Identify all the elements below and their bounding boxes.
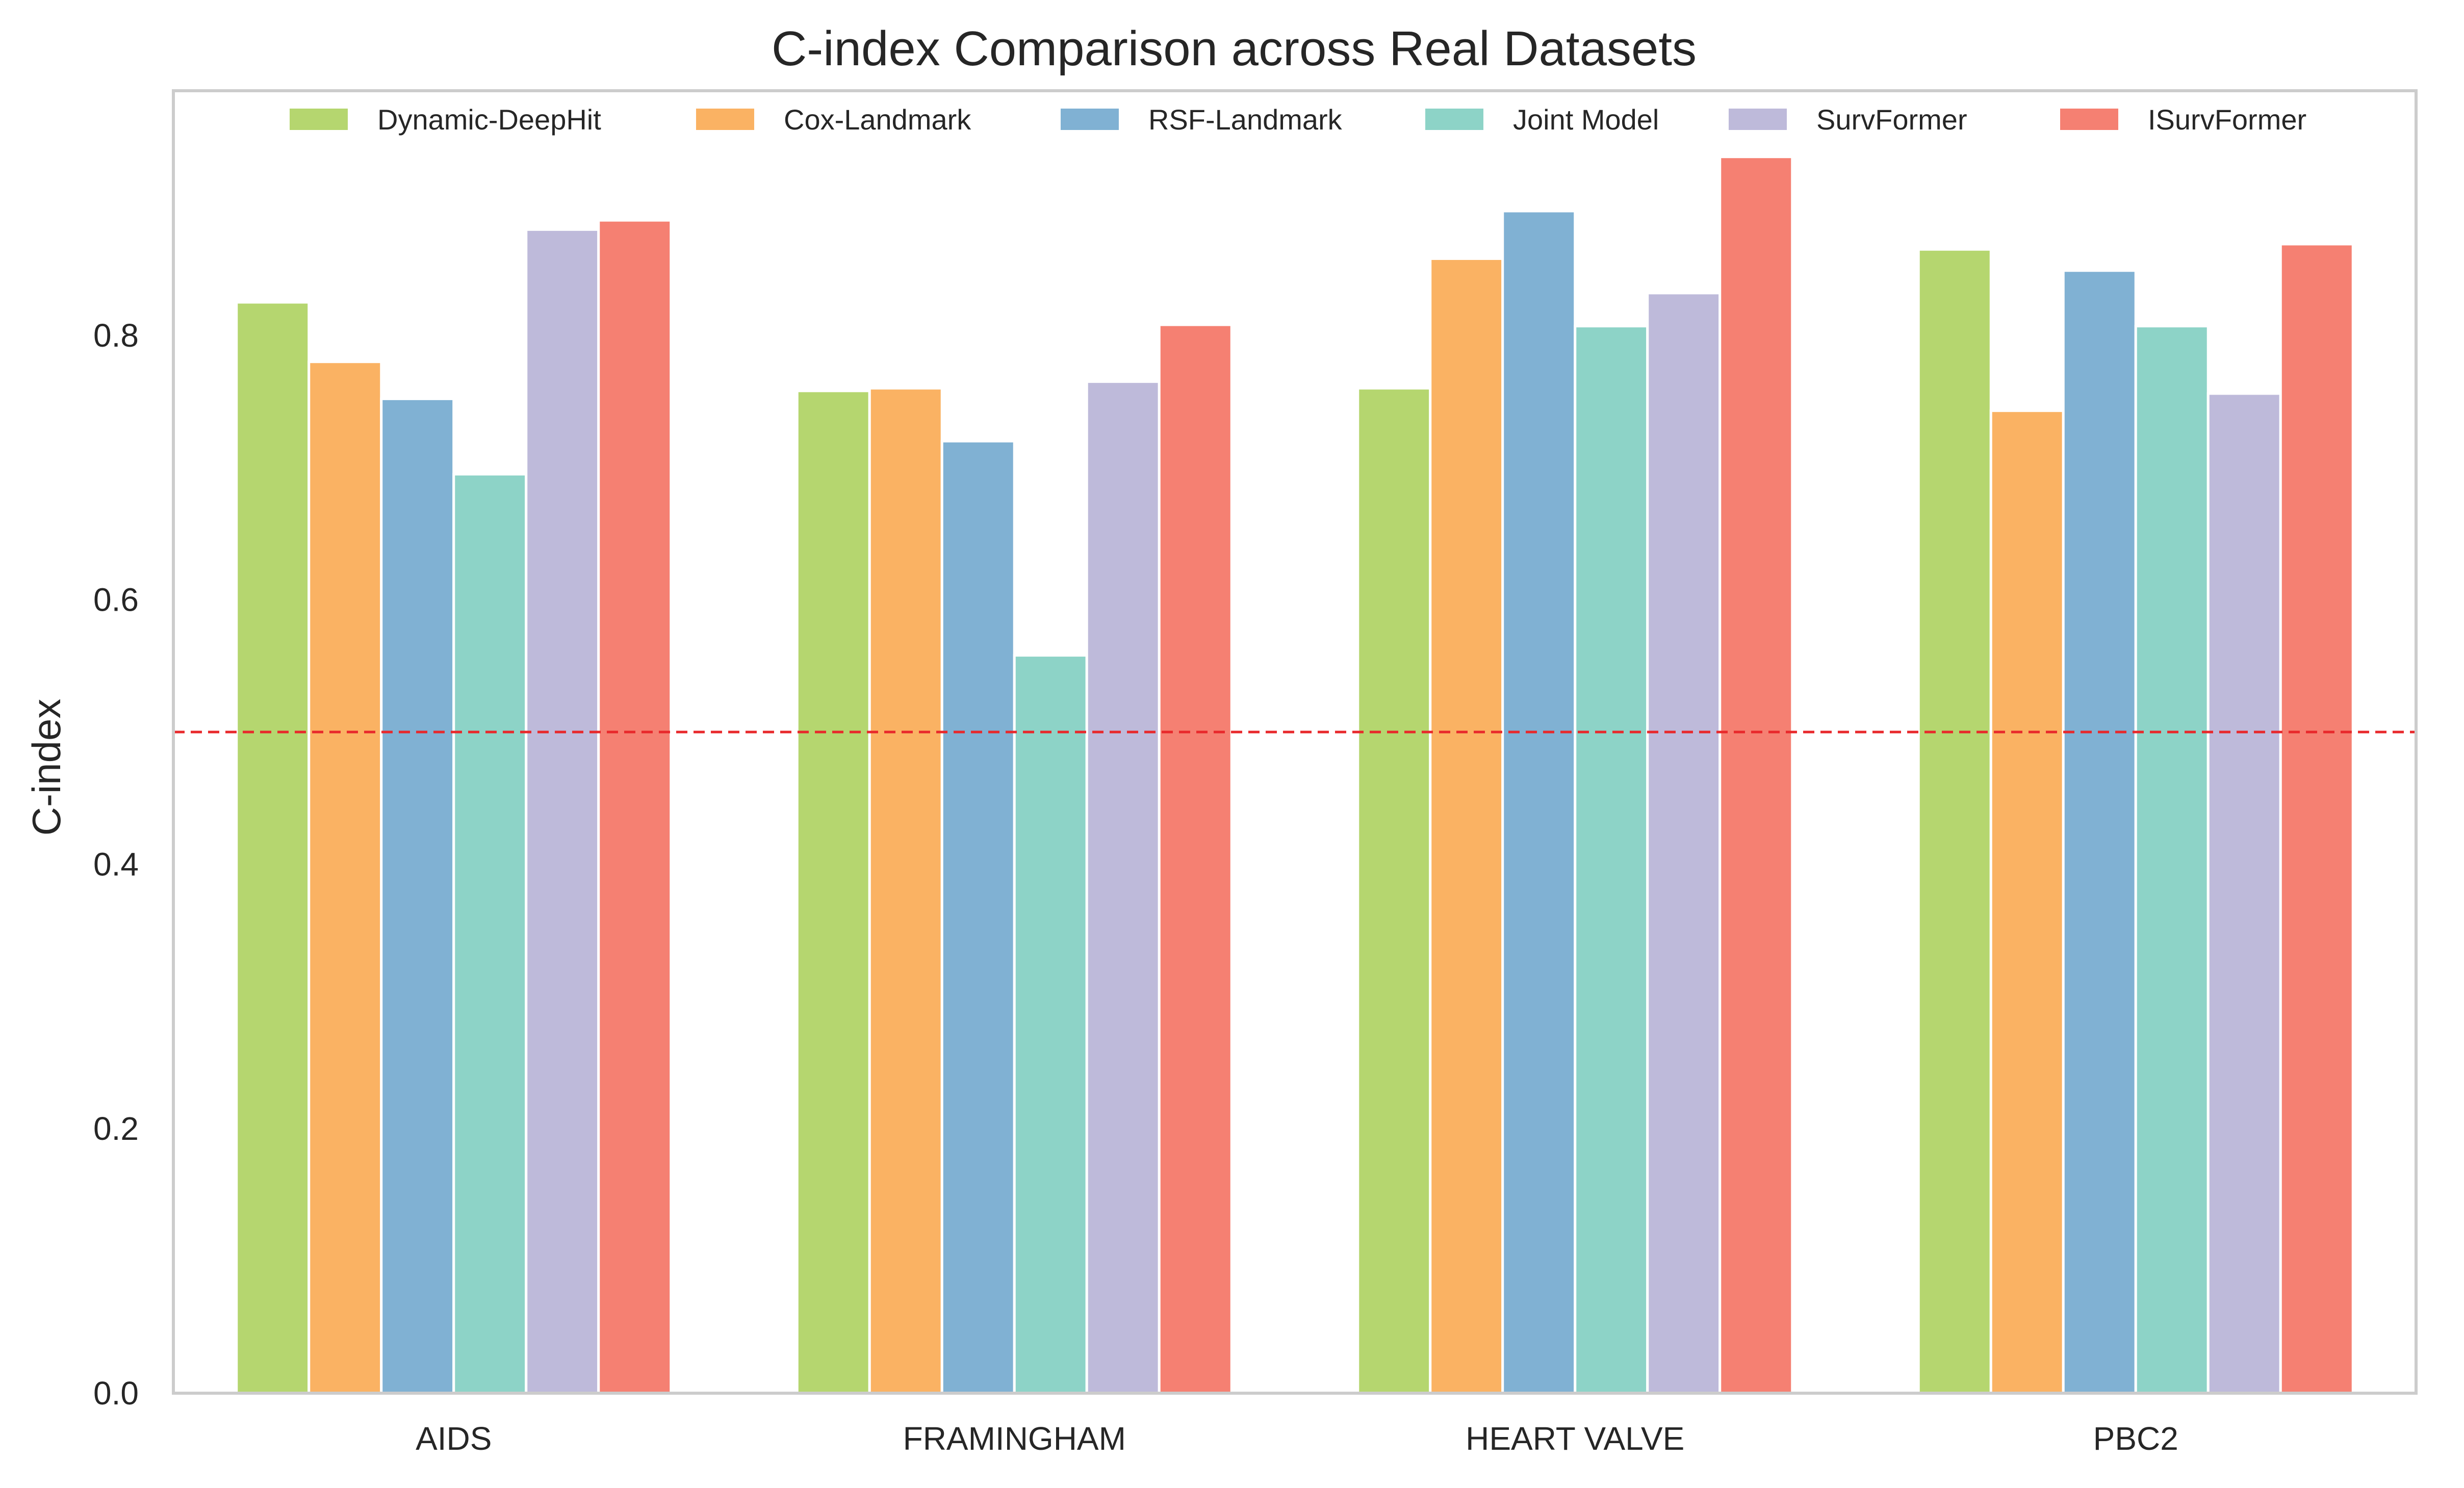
x-tick-label: FRAMINGHAM (903, 1420, 1126, 1457)
bar-joint-model-pbc2 (2134, 325, 2210, 1395)
x-axis: AIDS FRAMINGHAM HEART VALVE PBC2 (416, 1420, 2178, 1457)
bar-rsf-landmark-aids (380, 397, 455, 1395)
legend-label: ISurvFormer (2148, 103, 2306, 136)
legend-label: Dynamic-DeepHit (377, 103, 601, 136)
bar-joint-model-heart-valve (1574, 325, 1649, 1395)
legend-label: RSF-Landmark (1148, 103, 1343, 136)
x-tick-label: AIDS (416, 1420, 492, 1457)
legend-swatch (696, 109, 754, 130)
bar-cox-landmark-aids (307, 360, 383, 1395)
bar-rsf-landmark-pbc2 (2062, 269, 2137, 1395)
y-tick-label: 0.8 (93, 317, 139, 354)
bar-joint-model-framingham (1013, 654, 1088, 1395)
legend-swatch (1425, 109, 1483, 130)
bar-survformer-framingham (1085, 380, 1161, 1395)
legend-label: Joint Model (1513, 103, 1659, 136)
bar-rsf-landmark-heart-valve (1501, 210, 1577, 1395)
bar-rsf-landmark-framingham (940, 439, 1016, 1395)
y-axis-label: C-index (24, 699, 69, 836)
y-axis: 0.0 0.2 0.4 0.6 0.8 (93, 317, 139, 1412)
legend: Dynamic-DeepHit Cox-Landmark RSF-Landmark J… (290, 103, 2306, 136)
bar-dynamic-deephit-heart-valve (1356, 387, 1432, 1395)
y-tick-label: 0.6 (93, 582, 139, 618)
x-tick-label: PBC2 (2093, 1420, 2178, 1457)
legend-label: SurvFormer (1816, 103, 1967, 136)
plot-frame (172, 89, 2418, 1395)
bar-dynamic-deephit-framingham (795, 389, 871, 1395)
legend-swatch (1729, 109, 1787, 130)
legend-swatch (290, 109, 348, 130)
bar-dynamic-deephit-aids (235, 301, 311, 1395)
bar-joint-model-aids (452, 473, 528, 1395)
bar-isurvformer-pbc2 (2279, 243, 2354, 1395)
y-tick-label: 0.2 (93, 1110, 139, 1147)
legend-swatch (2060, 109, 2118, 130)
legend-label: Cox-Landmark (784, 103, 971, 136)
x-tick-label: HEART VALVE (1466, 1420, 1684, 1457)
chart-title: C-index Comparison across Real Datasets (772, 21, 1697, 76)
bar-cox-landmark-framingham (868, 387, 943, 1395)
bar-survformer-aids (525, 228, 600, 1395)
bar-dynamic-deephit-pbc2 (1917, 248, 1992, 1395)
bar-cox-landmark-pbc2 (1989, 409, 2065, 1395)
bars-layer (235, 155, 2354, 1395)
bar-isurvformer-heart-valve (1718, 155, 1794, 1395)
bar-isurvformer-framingham (1158, 323, 1233, 1395)
y-tick-label: 0.4 (93, 846, 139, 882)
y-tick-label: 0.0 (93, 1375, 139, 1412)
bar-cox-landmark-heart-valve (1429, 257, 1504, 1395)
legend-swatch (1061, 109, 1119, 130)
bar-survformer-heart-valve (1646, 292, 1722, 1395)
bar-survformer-pbc2 (2206, 392, 2282, 1395)
bar-isurvformer-aids (597, 219, 673, 1395)
